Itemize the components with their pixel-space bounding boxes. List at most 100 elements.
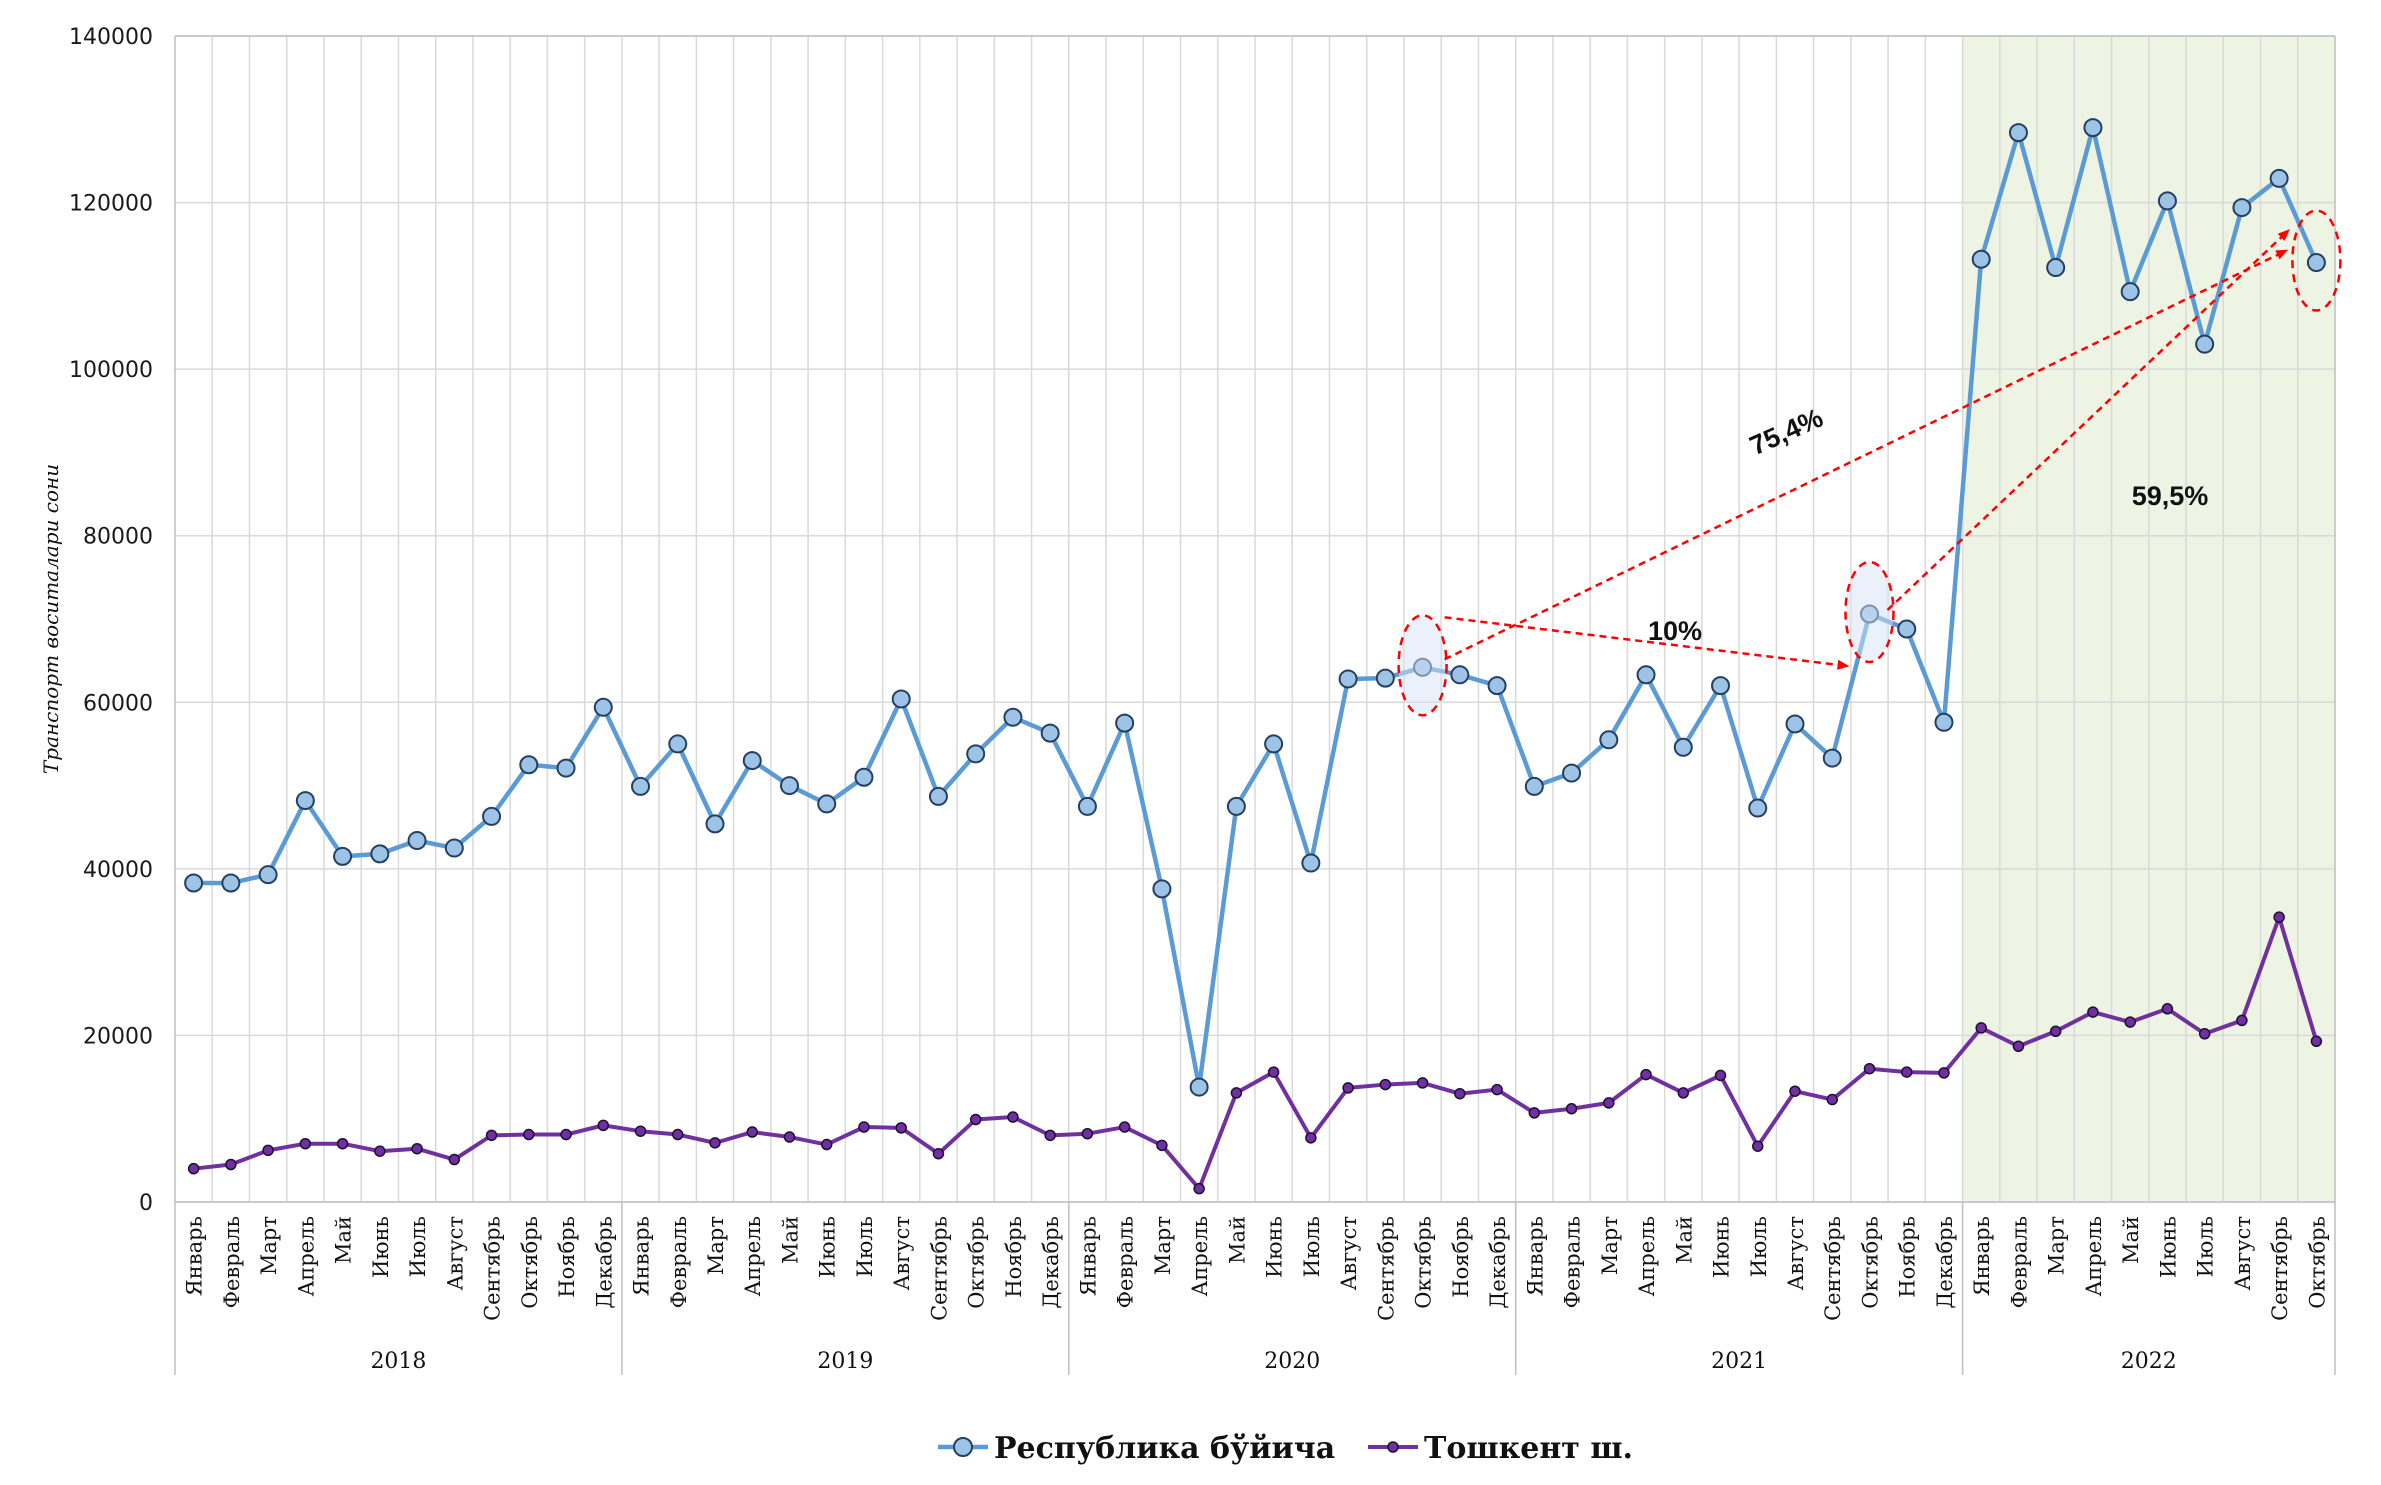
data-point [891,689,911,709]
data-point [1375,668,1395,688]
data-point [407,831,427,851]
data-point [1826,1093,1838,1106]
data-point [1115,713,1135,733]
data-point [672,1128,684,1141]
data-point [2120,282,2140,302]
month-tick-label: Сентябрь [1821,1216,1845,1321]
data-point [1152,879,1172,899]
data-point [1416,1077,1429,1089]
annotations: 75,4% 10% 59,5% [1397,209,2342,717]
series-line [193,915,2319,1191]
month-tick-label: Март [2045,1216,2069,1275]
year-tick-label: 2018 [370,1349,426,1374]
month-tick-label: Октябрь [2305,1216,2329,1309]
data-point [1971,249,1991,269]
legend-label: Тошкент ш. [1424,1431,1633,1466]
data-point [411,1142,423,1155]
series-1 [184,118,2326,1097]
data-point [1975,1022,1987,1034]
data-point [1450,665,1470,685]
month-tick-label: Июнь [2156,1216,2180,1278]
data-point [1193,1182,1205,1195]
data-point [746,1126,758,1138]
month-tick-label: Март [704,1216,728,1275]
highlight-ellipse [1844,560,1895,664]
month-tick-label: Январь [1970,1216,1994,1296]
data-point [2273,911,2285,923]
data-point [1789,1085,1801,1097]
data-point [1524,776,1544,796]
month-tick-label: Март [1151,1216,1175,1275]
data-point [928,786,948,806]
data-point [1822,748,1842,768]
month-tick-label: Апрель [1635,1216,1659,1297]
month-tick-label: Июнь [816,1216,840,1278]
data-point [634,1125,647,1137]
month-tick-label: Май [778,1216,802,1264]
data-point [854,767,874,787]
data-point [858,1121,870,1133]
y-tick-label: 0 [139,1191,153,1216]
legend-swatch-marker [953,1437,973,1457]
data-point [482,806,502,826]
month-tick-label: Октябрь [1858,1216,1882,1309]
month-tick-label: Ноябрь [555,1216,579,1298]
data-point [709,1137,721,1149]
data-point [2087,1006,2099,1018]
data-point [2198,1028,2211,1040]
data-point [1342,1082,1354,1094]
data-point [336,1137,349,1150]
month-tick-label: Август [1337,1216,1361,1290]
data-point [1487,676,1507,696]
data-point [1454,1087,1466,1100]
data-point [1077,796,1097,816]
data-point [333,846,353,866]
data-point [1528,1107,1541,1119]
data-point [225,1158,237,1171]
data-point [895,1122,907,1134]
data-point [969,1113,982,1126]
month-tick-label: Сентябрь [1374,1216,1398,1321]
data-point [1938,1067,1950,1079]
month-tick-label: Декабрь [1039,1216,1063,1309]
data-point [1264,734,1284,754]
data-point [1338,669,1358,689]
data-point [1044,1129,1056,1142]
data-point [1156,1139,1168,1152]
data-point [448,1153,461,1166]
data-point [1677,1087,1690,1099]
y-tick-label: 120000 [69,192,153,217]
data-point [1562,763,1582,783]
axes [174,35,2336,1203]
annotation-arrow [1444,616,1850,670]
data-point [1305,1132,1317,1144]
data-point [299,1137,312,1150]
data-point [1863,1062,1876,1075]
data-point [1040,723,1060,743]
month-tick-label: Декабрь [1933,1216,1957,1309]
month-tick-label: Февраль [220,1216,244,1308]
annotation-label: 10% [1648,616,1702,646]
month-tick-label: Ноябрь [1896,1216,1920,1298]
data-point [1226,796,1246,816]
data-point [2232,198,2252,218]
month-tick-label: Декабрь [592,1216,616,1309]
data-point [519,755,539,775]
data-point [2161,1003,2174,1015]
annotation-label: 75,4% [1745,403,1827,462]
month-tick-label: Ноябрь [1002,1216,1026,1298]
month-tick-label: Август [1784,1216,1808,1290]
data-point [1714,1069,1727,1082]
month-tick-label: Июль [406,1216,430,1277]
month-tick-label: Июль [1300,1216,1324,1277]
highlight-ellipse [2291,209,2342,312]
month-tick-label: Апрель [294,1216,318,1297]
month-tick-label: Май [1672,1216,1696,1264]
data-point [2157,191,2177,211]
month-tick-label: Август [890,1216,914,1290]
data-point [556,758,576,778]
data-point [2269,168,2289,188]
month-tick-label: Февраль [667,1216,691,1308]
data-point [2306,253,2326,273]
data-point [2046,258,2066,278]
